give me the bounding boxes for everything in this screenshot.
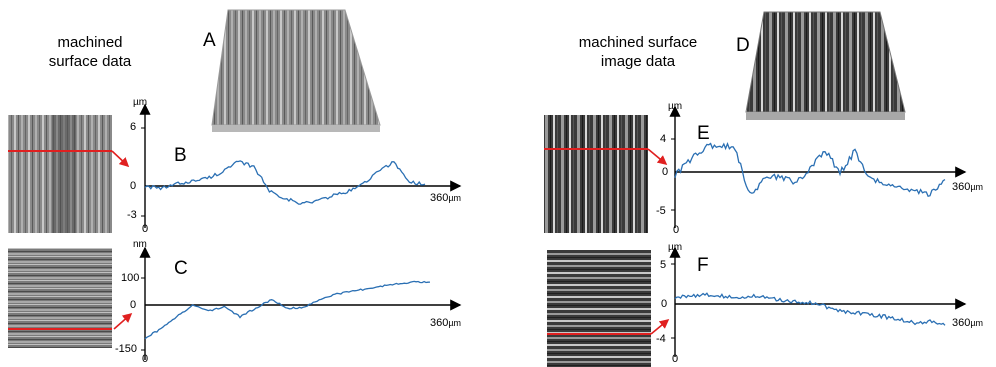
chart-c-origin: 0 <box>142 353 149 365</box>
left-caption-line2: surface data <box>48 53 132 70</box>
chart-series <box>144 142 946 340</box>
chart-e-unit: µm <box>668 101 683 112</box>
chart-f-profile-line <box>674 292 946 326</box>
chart-e-tick-zero: 0 <box>662 166 669 178</box>
chart-b-tick-top: 6 <box>130 121 137 133</box>
chart-e-xend-value: 360 <box>952 181 971 193</box>
chart-f-tick-top: 5 <box>660 259 667 271</box>
chart-f-xend-value: 360 <box>952 317 971 329</box>
chart-b-xend-unit: µm <box>448 193 462 203</box>
chart-c-xend: 360µm <box>430 317 461 329</box>
left-caption: machined surface data <box>30 33 150 71</box>
chart-c-label: C <box>174 258 188 279</box>
chart-f-origin: 0 <box>672 353 679 365</box>
panel-label-a: A <box>203 30 216 51</box>
chart-b-profile-line <box>144 160 426 205</box>
right-caption: machined surface image data <box>568 33 708 71</box>
chart-c-xend-value: 360 <box>430 317 449 329</box>
chart-b-label: B <box>174 145 187 166</box>
right-caption-line1: machined surface <box>578 34 698 51</box>
left-caption-line1: machined <box>57 34 123 51</box>
surface-image-b <box>8 115 112 233</box>
surface-3d-render-a <box>211 9 381 132</box>
surface-3d-render-d <box>745 11 906 120</box>
pointer-arrow-e <box>647 148 668 166</box>
chart-b-unit: µm <box>133 97 148 108</box>
surface-image-f <box>547 250 651 367</box>
chart-c-xend-unit: µm <box>448 318 462 328</box>
pointer-arrow-f <box>650 318 670 335</box>
chart-b-xend: 360µm <box>430 192 461 204</box>
chart-e-origin: 0 <box>673 224 680 236</box>
pointer-arrow-c <box>113 312 133 330</box>
chart-b-origin: 0 <box>142 223 149 235</box>
chart-b-tick-zero: 0 <box>130 180 137 192</box>
chart-e-xend-unit: µm <box>970 182 984 192</box>
chart-f-label: F <box>697 255 709 276</box>
chart-c-tick-zero: 0 <box>130 299 137 311</box>
chart-axes <box>139 103 967 360</box>
pointer-arrow-b <box>111 150 130 168</box>
right-caption-line2: image data <box>600 53 676 70</box>
chart-f-tick-zero: 0 <box>661 298 668 310</box>
panel-label-d: D <box>736 35 750 56</box>
chart-e-profile-line <box>674 142 946 197</box>
chart-f-xend: 360µm <box>952 317 983 329</box>
surface-image-e <box>544 115 648 233</box>
chart-c-tick-bottom: -150 <box>115 343 138 355</box>
chart-f-unit: µm <box>668 242 683 253</box>
chart-e-label: E <box>697 123 710 144</box>
chart-c-tick-top: 100 <box>121 272 140 284</box>
chart-e-xend: 360µm <box>952 181 983 193</box>
chart-b-xend-value: 360 <box>430 192 449 204</box>
chart-c-unit: nm <box>133 239 147 250</box>
chart-b-tick-bottom: -3 <box>127 209 137 221</box>
chart-f-tick-bottom: -4 <box>656 333 666 345</box>
chart-e-tick-bottom: -5 <box>656 205 666 217</box>
chart-c-profile-line <box>144 280 431 340</box>
chart-e-tick-top: 4 <box>660 133 667 145</box>
surface-image-c <box>8 248 112 348</box>
chart-f-xend-unit: µm <box>970 318 984 328</box>
